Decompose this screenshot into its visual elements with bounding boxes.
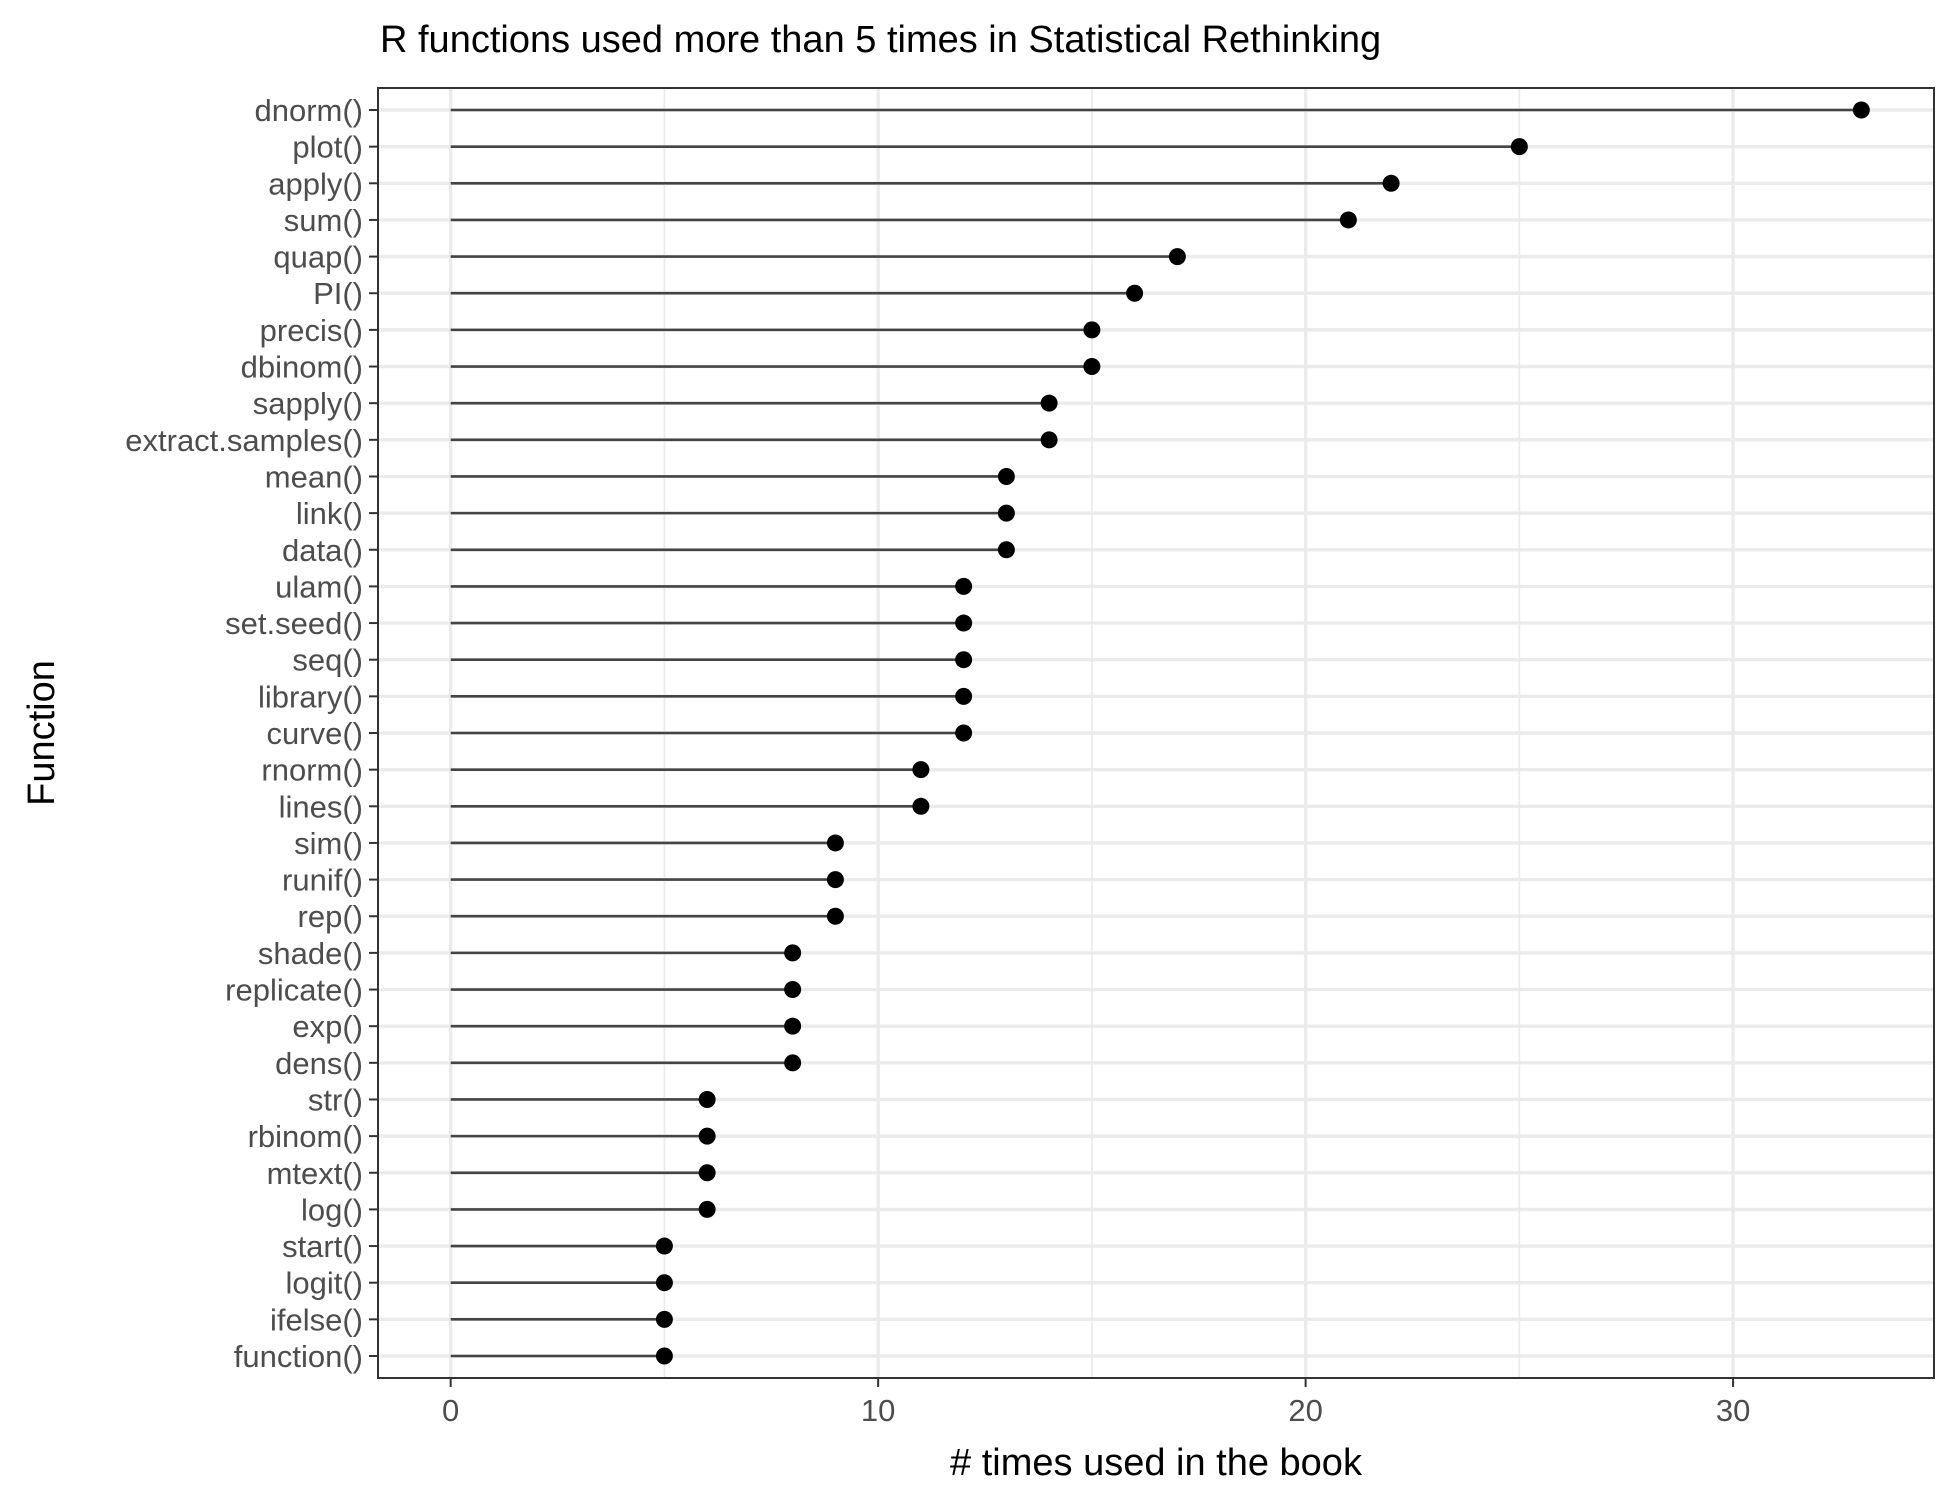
lollipop-point: [955, 577, 973, 595]
lollipop-point: [955, 687, 973, 705]
y-tick-label: curve(): [267, 716, 363, 751]
lollipop-point: [698, 1200, 716, 1218]
lollipop-points: [655, 101, 1870, 1365]
y-axis-title: Function: [21, 660, 63, 806]
y-tick-label: set.seed(): [225, 606, 363, 641]
y-tick-label: link(): [296, 496, 363, 531]
y-axis-ticks: dnorm()plot()apply()sum()quap()PI()preci…: [125, 93, 378, 1374]
lollipop-point: [826, 907, 844, 925]
lollipop-point: [1852, 101, 1870, 119]
y-tick-label: replicate(): [225, 973, 363, 1008]
y-tick-label: start(): [282, 1229, 363, 1264]
y-tick-label: PI(): [313, 276, 363, 311]
x-axis-ticks: 0 10 20 30: [442, 1378, 1750, 1428]
y-tick-label: plot(): [292, 130, 363, 165]
lollipop-point: [997, 504, 1015, 522]
chart-title: R functions used more than 5 times in St…: [380, 19, 1381, 61]
y-tick-label: rbinom(): [248, 1119, 363, 1154]
lollipop-point: [997, 467, 1015, 485]
x-tick-label: 30: [1716, 1393, 1750, 1428]
lollipop-stems: [450, 108, 1862, 1358]
y-tick-label: str(): [308, 1082, 363, 1117]
lollipop-point: [1382, 174, 1400, 192]
lollipop-point: [698, 1090, 716, 1108]
lollipop-point: [826, 871, 844, 889]
x-tick-label: 10: [861, 1393, 895, 1428]
lollipop-point: [955, 724, 973, 742]
lollipop-point: [784, 981, 802, 999]
lollipop-point: [784, 1017, 802, 1035]
lollipop-point: [1339, 211, 1357, 229]
lollipop-point: [698, 1127, 716, 1145]
lollipop-point: [1126, 284, 1144, 302]
y-tick-label: rnorm(): [261, 753, 363, 788]
lollipop-point: [955, 651, 973, 669]
y-tick-label: ulam(): [275, 569, 363, 604]
y-tick-label: apply(): [268, 166, 363, 201]
y-tick-label: function(): [234, 1339, 363, 1374]
y-tick-label: sum(): [284, 203, 363, 238]
y-tick-label: runif(): [282, 863, 363, 898]
y-tick-label: shade(): [258, 936, 363, 971]
y-tick-label: precis(): [260, 313, 363, 348]
y-tick-label: mean(): [265, 459, 363, 494]
lollipop-point: [655, 1347, 673, 1365]
y-tick-label: quap(): [273, 240, 363, 275]
lollipop-point: [997, 541, 1015, 559]
lollipop-point: [655, 1310, 673, 1328]
y-tick-label: log(): [301, 1192, 363, 1227]
lollipop-point: [1510, 138, 1528, 156]
y-tick-label: extract.samples(): [125, 423, 363, 458]
y-tick-label: seq(): [292, 643, 363, 678]
lollipop-point: [826, 834, 844, 852]
lollipop-point: [1168, 248, 1186, 266]
lollipop-point: [698, 1164, 716, 1182]
y-tick-label: lines(): [279, 789, 363, 824]
y-tick-label: rep(): [298, 899, 363, 934]
lollipop-point: [1040, 431, 1058, 449]
x-tick-label: 20: [1288, 1393, 1322, 1428]
y-tick-label: dens(): [275, 1046, 363, 1081]
lollipop-point: [912, 797, 930, 815]
lollipop-point: [912, 761, 930, 779]
y-tick-label: sim(): [294, 826, 363, 861]
y-tick-label: logit(): [285, 1266, 363, 1301]
y-tick-label: dnorm(): [254, 93, 363, 128]
x-tick-label: 0: [442, 1393, 459, 1428]
y-tick-label: exp(): [292, 1009, 363, 1044]
y-tick-label: library(): [258, 679, 363, 714]
y-tick-label: sapply(): [253, 386, 363, 421]
lollipop-point: [955, 614, 973, 632]
lollipop-point: [1083, 321, 1101, 339]
lollipop-point: [784, 1054, 802, 1072]
y-tick-label: mtext(): [267, 1156, 363, 1191]
y-tick-label: ifelse(): [270, 1302, 363, 1337]
lollipop-point: [655, 1274, 673, 1292]
lollipop-point: [1040, 394, 1058, 412]
x-axis-title: # times used in the book: [950, 1442, 1363, 1484]
y-tick-label: dbinom(): [241, 350, 363, 385]
y-tick-label: data(): [282, 533, 363, 568]
lollipop-point: [784, 944, 802, 962]
lollipop-point: [655, 1237, 673, 1255]
lollipop-point: [1083, 358, 1101, 376]
